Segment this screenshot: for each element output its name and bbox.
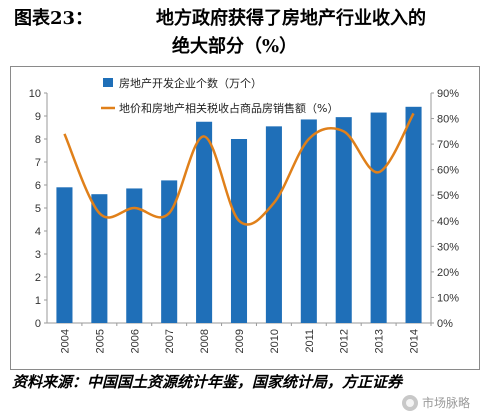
bar-2010 — [265, 126, 282, 323]
chart-frame: 0 1 2 3 4 5 6 7 8 9 10 0% 10% 20% 30% 40% 50% 60% 70% 80% 90… — [10, 66, 480, 370]
x-tick-label: 2005 — [94, 329, 106, 353]
line-point-2014 — [412, 112, 415, 115]
right-tick-label: 90% — [437, 88, 459, 100]
right-tick-label: 40% — [437, 216, 459, 228]
line-point-2010 — [272, 201, 275, 204]
watermark: 市场脉略 — [401, 394, 470, 411]
chart-title: 地方政府获得了房地产行业收入的 — [156, 8, 426, 29]
watermark-text: 市场脉略 — [421, 396, 470, 410]
x-tick-label: 2009 — [234, 329, 246, 353]
left-tick-label: 0 — [35, 318, 41, 330]
right-tick-label: 60% — [437, 165, 459, 177]
x-tick-label: 2010 — [269, 329, 281, 353]
x-tick-label: 2014 — [409, 329, 421, 353]
left-tick-label: 4 — [35, 226, 41, 238]
line-point-2009 — [238, 219, 241, 222]
right-tick-label: 70% — [437, 139, 459, 151]
right-tick-label: 10% — [437, 292, 459, 304]
line-point-2008 — [203, 135, 206, 138]
left-tick-label: 2 — [35, 272, 41, 284]
left-tick-label: 5 — [35, 203, 41, 215]
legend-bar-label: 房地产开发企业个数（万个） — [119, 76, 262, 90]
x-tick-label: 2004 — [59, 329, 71, 353]
left-tick-label: 6 — [35, 180, 41, 192]
left-tick-label: 3 — [35, 249, 41, 261]
left-tick-label: 1 — [35, 295, 41, 307]
combo-chart: 0 1 2 3 4 5 6 7 8 9 10 0% 10% 20% 30% 40% 50% 60% 70% 80% 90… — [29, 76, 459, 353]
x-tick-label: 2008 — [199, 329, 211, 353]
legend-line-label: 地价和房地产相关税收占商品房销售额（%） — [119, 101, 338, 115]
figure-label: 图表23： — [14, 8, 94, 29]
bar-2013 — [370, 112, 387, 323]
left-tick-label: 9 — [35, 111, 41, 123]
x-tick-label: 2012 — [339, 329, 351, 353]
bar-2012 — [335, 117, 352, 324]
chart-title-continued: 绝大部分（%） — [172, 36, 298, 57]
bar-2014 — [405, 106, 422, 323]
bar-2009 — [230, 139, 248, 323]
line-point-2005 — [98, 212, 101, 215]
bar-2004 — [56, 187, 73, 323]
left-tick-label: 8 — [35, 134, 41, 146]
right-tick-label: 0% — [437, 318, 453, 330]
x-tick-label: 2007 — [164, 329, 176, 353]
line-point-2012 — [342, 130, 345, 133]
source-note: 资料来源：中国国土资源统计年鉴，国家统计局，方正证券 — [12, 373, 403, 391]
bar-2011 — [300, 119, 317, 323]
left-tick-label: 7 — [35, 157, 41, 169]
right-tick-label: 20% — [437, 267, 459, 279]
right-tick-label: 80% — [437, 114, 459, 126]
bar-2005 — [91, 194, 108, 323]
line-point-2004 — [63, 132, 66, 135]
line-point-2006 — [133, 207, 136, 210]
legend-bar-swatch — [103, 78, 113, 87]
bar-2006 — [126, 188, 143, 323]
watermark-logo-icon — [401, 394, 418, 411]
right-tick-label: 30% — [437, 241, 459, 253]
left-tick-label: 10 — [29, 88, 41, 100]
line-point-2011 — [307, 138, 310, 141]
x-tick-label: 2011 — [304, 329, 316, 353]
right-tick-label: 50% — [437, 190, 459, 202]
bar-2008 — [196, 121, 213, 323]
x-tick-label: 2013 — [374, 329, 386, 353]
line-series-land-tax-share — [63, 112, 415, 226]
line-point-2007 — [168, 212, 171, 215]
x-tick-label: 2006 — [129, 329, 141, 353]
line-point-2013 — [377, 171, 380, 174]
